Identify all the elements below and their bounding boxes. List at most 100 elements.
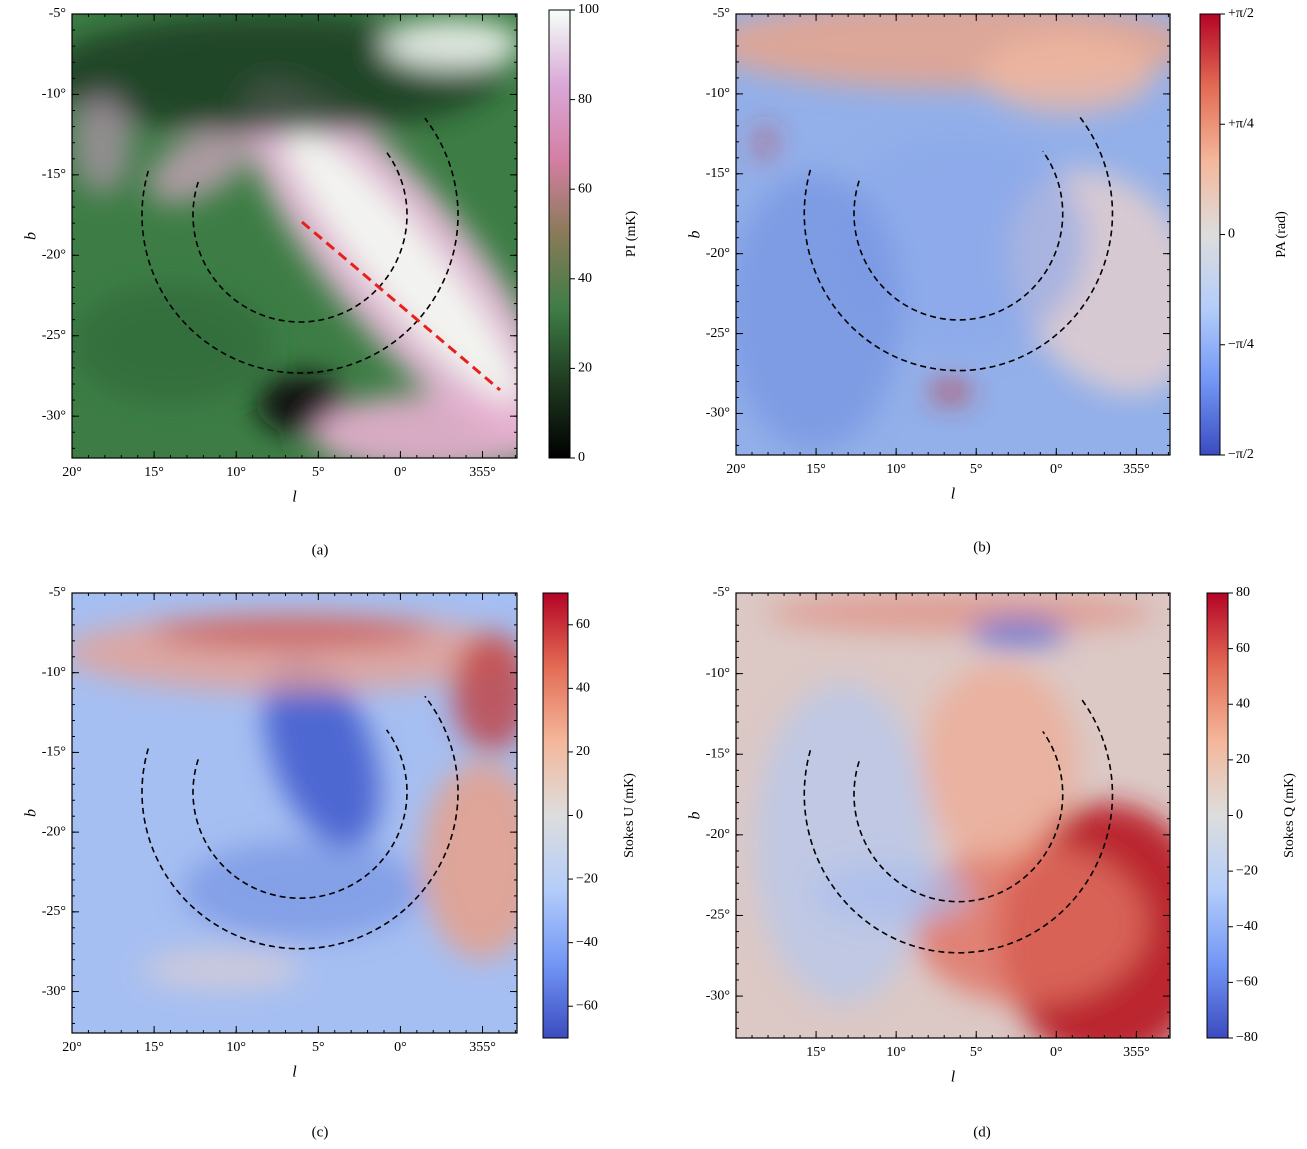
caption: (b): [973, 539, 991, 555]
caption: (d): [973, 1124, 991, 1140]
y-tick-label: -25°: [706, 908, 730, 923]
x-axis-label: l: [292, 489, 297, 506]
colorbar: [542, 592, 569, 1039]
x-tick-label: 0°: [1050, 462, 1063, 477]
y-tick-label: -30°: [42, 984, 66, 999]
map-blob: [759, 123, 772, 163]
colorbar-tick-label: 80: [578, 92, 592, 107]
plot-frame: [71, 13, 518, 459]
plot-frame: [735, 13, 1171, 456]
colorbar-tick-label: 0: [1228, 227, 1235, 242]
colorbar-tick-label: +π/4: [1228, 116, 1254, 131]
y-tick-label: -5°: [713, 6, 730, 21]
map-blob: [142, 949, 302, 990]
map-image: [72, 593, 517, 1033]
x-tick-label: 355°: [469, 465, 496, 480]
colorbar-tick-label: 0: [1236, 808, 1243, 823]
x-tick-label: 355°: [469, 1040, 496, 1055]
map-image: [736, 14, 1170, 455]
colorbar-label: Stokes Q (mK): [1282, 773, 1297, 858]
y-tick-label: -5°: [49, 6, 66, 21]
x-tick-label: 15°: [806, 1045, 826, 1060]
map-blob: [979, 33, 1156, 114]
colorbar-tick-label: 20: [578, 361, 592, 376]
colorbar-tick-label: +π/2: [1228, 6, 1254, 21]
colorbar: [1199, 13, 1221, 456]
colorbar-tick-label: 40: [578, 271, 592, 286]
x-axis-label: l: [951, 1069, 956, 1086]
y-tick-label: -15°: [42, 167, 66, 182]
map-structure: [72, 612, 517, 990]
x-tick-label: 10°: [226, 1040, 246, 1055]
x-tick-label: 10°: [226, 465, 246, 480]
y-tick-label: -10°: [42, 87, 66, 102]
y-tick-label: -15°: [706, 746, 730, 761]
colorbar: [548, 9, 571, 459]
x-tick-label: 5°: [312, 465, 325, 480]
colorbar-tick-label: −π/4: [1228, 337, 1254, 352]
colorbar-tick-label: −80: [1236, 1030, 1258, 1045]
y-tick-label: -10°: [42, 665, 66, 680]
shell-arc: [853, 730, 1064, 903]
map-blob: [921, 663, 1078, 864]
map-image: [72, 14, 517, 458]
y-tick-label: -5°: [49, 585, 66, 600]
x-axis-label: l: [951, 486, 956, 503]
x-tick-label: 20°: [62, 465, 82, 480]
x-tick-label: 15°: [144, 465, 164, 480]
x-tick-label: 10°: [886, 1045, 906, 1060]
map-blob: [147, 124, 257, 204]
x-tick-label: 5°: [312, 1040, 325, 1055]
colorbar-tick-label: −60: [576, 998, 598, 1013]
x-tick-label: 10°: [886, 462, 906, 477]
shell-arc: [803, 696, 1114, 954]
shell-arc: [141, 695, 459, 950]
colorbar-tick-label: −60: [1236, 975, 1258, 990]
colorbar-tick-label: 20: [576, 744, 590, 759]
map-blob: [814, 863, 971, 924]
map-blob: [283, 124, 517, 404]
y-axis-label: b: [687, 812, 704, 820]
map-blob: [765, 593, 1156, 634]
map-blob: [911, 843, 1146, 1004]
x-tick-label: 0°: [1050, 1045, 1063, 1060]
colorbar-label: PA (rad): [1274, 211, 1289, 258]
y-tick-label: -30°: [706, 406, 730, 421]
map-blob: [736, 172, 902, 451]
x-tick-label: 5°: [970, 1045, 983, 1060]
map-blob: [312, 394, 517, 458]
colorbar-tick-label: 60: [576, 617, 590, 632]
colorbar-tick-label: −40: [1236, 919, 1258, 934]
map-blob: [182, 840, 422, 940]
colorbar-tick-label: 20: [1236, 752, 1250, 767]
y-tick-label: -15°: [42, 745, 66, 760]
shell-arc: [853, 150, 1064, 321]
map-image: [736, 593, 1170, 1038]
y-tick-label: -5°: [713, 585, 730, 600]
x-tick-label: 0°: [394, 465, 407, 480]
x-tick-label: 15°: [806, 462, 826, 477]
colorbar-tick-label: −20: [576, 871, 598, 886]
colorbar-tick-label: 40: [576, 681, 590, 696]
map-structure: [755, 593, 1170, 1038]
caption: (a): [312, 542, 329, 558]
y-tick-label: -15°: [706, 166, 730, 181]
y-axis-label: b: [23, 232, 40, 240]
y-tick-label: -20°: [42, 824, 66, 839]
y-tick-label: -25°: [42, 328, 66, 343]
y-tick-label: -30°: [706, 988, 730, 1003]
y-tick-label: -30°: [42, 408, 66, 423]
x-axis-label: l: [292, 1064, 297, 1081]
plot-frame: [735, 592, 1171, 1039]
colorbar-label: Stokes U (mK): [622, 773, 637, 858]
map-blob: [931, 381, 971, 402]
map-blob: [755, 683, 932, 1004]
colorbar-tick-label: −20: [1236, 863, 1258, 878]
colorbar-tick-label: −π/2: [1228, 447, 1254, 462]
colorbar-tick-label: 80: [1236, 585, 1250, 600]
y-tick-label: -25°: [706, 326, 730, 341]
y-tick-label: -25°: [42, 904, 66, 919]
x-tick-label: 355°: [1123, 1045, 1150, 1060]
caption: (c): [312, 1124, 329, 1140]
y-tick-label: -20°: [42, 248, 66, 263]
